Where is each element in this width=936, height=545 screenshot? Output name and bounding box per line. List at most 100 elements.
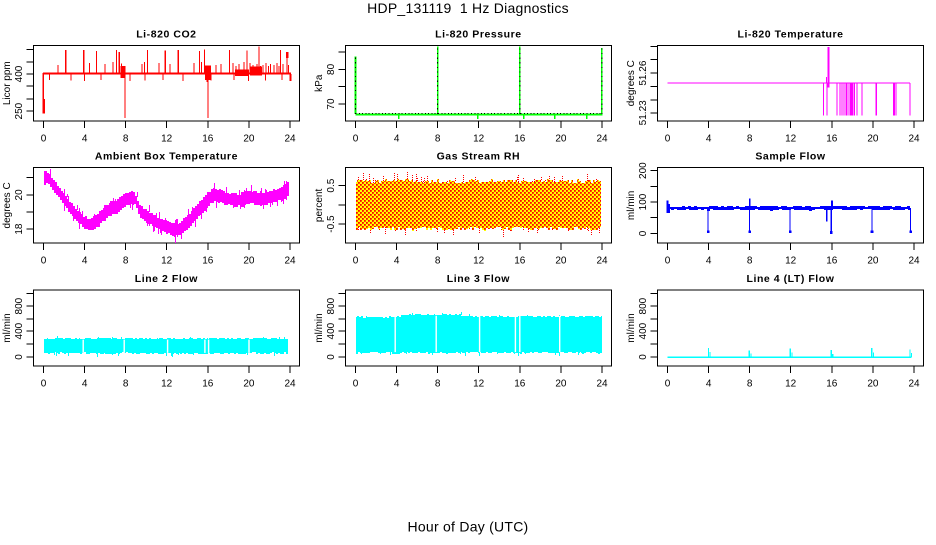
svg-text:Li-820 Pressure: Li-820 Pressure [435, 29, 521, 41]
svg-text:250: 250 [14, 102, 25, 119]
svg-text:24: 24 [908, 256, 920, 267]
svg-text:Gas Stream RH: Gas Stream RH [437, 151, 521, 163]
svg-text:12: 12 [473, 379, 485, 390]
svg-text:800: 800 [326, 297, 337, 314]
svg-text:Li-820 CO2: Li-820 CO2 [136, 29, 196, 41]
svg-text:20: 20 [555, 379, 567, 390]
svg-text:8: 8 [747, 379, 753, 390]
svg-text:ml/min: ml/min [2, 313, 13, 342]
svg-text:0: 0 [353, 256, 359, 267]
svg-text:20: 20 [555, 134, 567, 145]
svg-text:0: 0 [14, 354, 25, 360]
svg-text:24: 24 [284, 256, 296, 267]
svg-text:24: 24 [284, 379, 296, 390]
svg-text:18: 18 [14, 223, 25, 235]
svg-text:0: 0 [665, 256, 671, 267]
svg-text:Line 2 Flow: Line 2 Flow [135, 273, 199, 285]
svg-text:Licor ppm: Licor ppm [2, 61, 13, 105]
svg-text:8: 8 [435, 256, 441, 267]
svg-text:51.26: 51.26 [638, 60, 649, 85]
svg-text:0: 0 [665, 134, 671, 145]
svg-text:16: 16 [826, 256, 838, 267]
svg-text:4: 4 [706, 379, 712, 390]
svg-text:4: 4 [82, 256, 88, 267]
svg-text:24: 24 [596, 379, 608, 390]
svg-text:4: 4 [706, 134, 712, 145]
svg-text:400: 400 [326, 322, 337, 339]
svg-text:24: 24 [908, 379, 920, 390]
svg-text:16: 16 [514, 134, 526, 145]
svg-text:16: 16 [826, 134, 838, 145]
svg-text:800: 800 [14, 297, 25, 314]
svg-text:24: 24 [908, 134, 920, 145]
svg-text:0: 0 [41, 256, 47, 267]
svg-text:12: 12 [161, 134, 173, 145]
svg-text:0: 0 [41, 379, 47, 390]
svg-text:8: 8 [747, 256, 753, 267]
svg-text:20: 20 [14, 189, 25, 201]
svg-text:400: 400 [14, 322, 25, 339]
svg-text:8: 8 [435, 379, 441, 390]
svg-text:ml/min: ml/min [314, 313, 325, 342]
svg-text:12: 12 [785, 256, 797, 267]
svg-text:degrees C: degrees C [626, 60, 637, 106]
svg-text:16: 16 [826, 379, 838, 390]
svg-text:0: 0 [326, 354, 337, 360]
svg-text:24: 24 [596, 256, 608, 267]
svg-text:70: 70 [326, 98, 337, 110]
svg-text:20: 20 [243, 379, 255, 390]
svg-text:8: 8 [123, 256, 129, 267]
svg-text:16: 16 [202, 134, 214, 145]
svg-text:Sample Flow: Sample Flow [755, 151, 826, 163]
svg-text:Line 3 Flow: Line 3 Flow [447, 273, 511, 285]
svg-text:16: 16 [202, 379, 214, 390]
svg-text:0: 0 [665, 379, 671, 390]
svg-text:0.5: 0.5 [326, 178, 337, 192]
svg-text:HDP_131119 1 Hz Diagnostics: HDP_131119 1 Hz Diagnostics [367, 0, 569, 16]
svg-text:12: 12 [161, 379, 173, 390]
svg-text:20: 20 [243, 134, 255, 145]
svg-text:Line 4 (LT) Flow: Line 4 (LT) Flow [747, 273, 835, 285]
svg-text:0: 0 [353, 134, 359, 145]
svg-text:8: 8 [435, 134, 441, 145]
svg-text:100: 100 [638, 193, 649, 210]
svg-text:16: 16 [514, 379, 526, 390]
svg-text:percent: percent [314, 189, 325, 223]
svg-text:Ambient Box Temperature: Ambient Box Temperature [95, 151, 238, 163]
svg-text:8: 8 [123, 134, 129, 145]
svg-text:12: 12 [161, 256, 173, 267]
svg-text:16: 16 [202, 256, 214, 267]
svg-text:4: 4 [394, 256, 400, 267]
svg-text:800: 800 [638, 297, 649, 314]
svg-text:12: 12 [473, 134, 485, 145]
svg-text:8: 8 [747, 134, 753, 145]
svg-text:20: 20 [867, 134, 879, 145]
svg-text:12: 12 [785, 379, 797, 390]
svg-text:12: 12 [473, 256, 485, 267]
svg-text:ml/min: ml/min [626, 191, 637, 220]
svg-text:400: 400 [14, 65, 25, 82]
svg-text:20: 20 [867, 256, 879, 267]
svg-text:ml/min: ml/min [626, 313, 637, 342]
svg-text:4: 4 [706, 256, 712, 267]
svg-text:degrees C: degrees C [2, 182, 13, 228]
svg-text:Li-820 Temperature: Li-820 Temperature [738, 29, 844, 41]
svg-text:4: 4 [82, 134, 88, 145]
svg-text:0: 0 [638, 354, 649, 360]
svg-text:4: 4 [394, 134, 400, 145]
svg-text:-0.5: -0.5 [326, 215, 337, 233]
svg-text:12: 12 [785, 134, 797, 145]
svg-text:20: 20 [243, 256, 255, 267]
svg-text:51.23: 51.23 [638, 100, 649, 125]
svg-text:80: 80 [326, 63, 337, 75]
svg-text:8: 8 [123, 379, 129, 390]
svg-text:4: 4 [82, 379, 88, 390]
svg-text:0: 0 [41, 134, 47, 145]
svg-text:4: 4 [394, 379, 400, 390]
svg-text:200: 200 [638, 162, 649, 179]
svg-text:20: 20 [555, 256, 567, 267]
svg-text:kPa: kPa [314, 74, 325, 92]
svg-text:Hour of Day (UTC): Hour of Day (UTC) [408, 519, 529, 535]
svg-text:400: 400 [638, 322, 649, 339]
svg-text:24: 24 [284, 134, 296, 145]
